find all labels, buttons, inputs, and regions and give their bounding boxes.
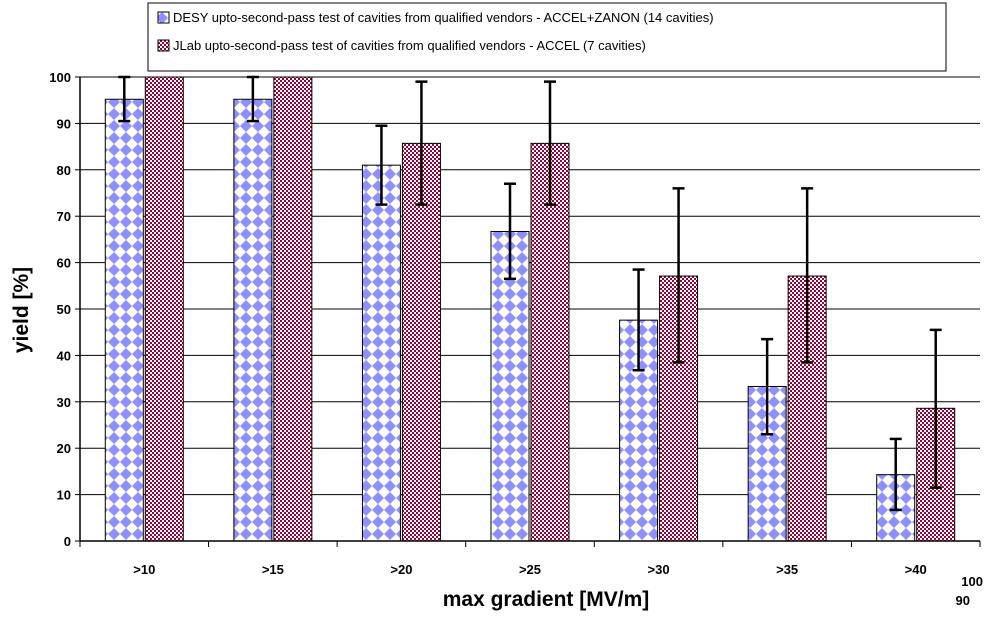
legend-label-2: JLab upto-second-pass test of cavities f…: [173, 38, 646, 53]
y-tick-label-80: 80: [57, 163, 71, 178]
x-tick-label-6: >35: [776, 562, 798, 577]
axes: [75, 76, 981, 547]
x-tick-label-2: >15: [262, 562, 284, 577]
error-bar-series1-3: [375, 124, 388, 206]
x-tick-label-3: >20: [390, 562, 412, 577]
y-tick-label-40: 40: [57, 348, 71, 363]
y-tick-label-60: 60: [57, 256, 71, 271]
bar-series2-3: [401, 142, 441, 542]
bar-series2-4: [530, 142, 570, 542]
y-tick-labels: 0 10 20 30 40 50 60 70 80 90 100: [49, 70, 71, 549]
legend-entry-1: DESY upto-second-pass test of cavities f…: [157, 10, 714, 25]
error-bar-series1-2: [246, 75, 259, 123]
error-bar-series2-7: [929, 328, 942, 489]
y-tick-label-70: 70: [57, 209, 71, 224]
bar-series1-1: [104, 98, 144, 542]
error-bar-series2-5: [672, 187, 685, 364]
x-tick-labels: >10 >15 >20 >25 >30 >35 >40: [133, 562, 926, 577]
y-tick-label-20: 20: [57, 441, 71, 456]
error-bar-series1-5: [632, 268, 645, 372]
error-bar-series1-4: [504, 182, 516, 281]
x-tick-label-1: >10: [133, 562, 155, 577]
error-bar-series2-4: [544, 80, 556, 206]
bar-series2-2: [273, 76, 313, 542]
bar-series1-2: [233, 98, 273, 542]
stray-label-90: 90: [956, 593, 970, 608]
legend-label-1: DESY upto-second-pass test of cavities f…: [173, 10, 714, 25]
bar-series2-1: [144, 76, 184, 542]
x-tick-label-4: >25: [519, 562, 541, 577]
x-tick-label-7: >40: [905, 562, 927, 577]
error-bar-series2-6: [801, 187, 814, 364]
y-axis-title: yield [%]: [10, 267, 33, 353]
x-axis-title: max gradient [MV/m]: [443, 588, 650, 611]
stray-label-100: 100: [961, 574, 983, 589]
x-tick-label-5: >30: [648, 562, 670, 577]
legend-box: [147, 2, 947, 72]
gridlines: [80, 76, 980, 496]
error-bar-series2-3: [415, 80, 428, 206]
legend: DESY upto-second-pass test of cavities f…: [147, 2, 947, 72]
legend-entry-2: JLab upto-second-pass test of cavities f…: [157, 38, 646, 53]
error-bar-series1-7: [889, 437, 902, 512]
error-bars: [118, 75, 942, 512]
bar-series1-4: [490, 231, 530, 542]
legend-swatch-2: [157, 39, 170, 52]
legend-swatch-1: [157, 11, 170, 24]
y-tick-label-90: 90: [57, 116, 71, 131]
error-bar-series1-1: [118, 75, 131, 123]
y-tick-label-0: 0: [64, 534, 71, 549]
error-bar-series1-6: [761, 337, 774, 436]
y-tick-label-50: 50: [57, 302, 71, 317]
bar-series1-3: [361, 164, 401, 542]
y-tick-label-10: 10: [57, 488, 71, 503]
y-tick-label-100: 100: [49, 70, 71, 85]
y-tick-label-30: 30: [57, 395, 71, 410]
